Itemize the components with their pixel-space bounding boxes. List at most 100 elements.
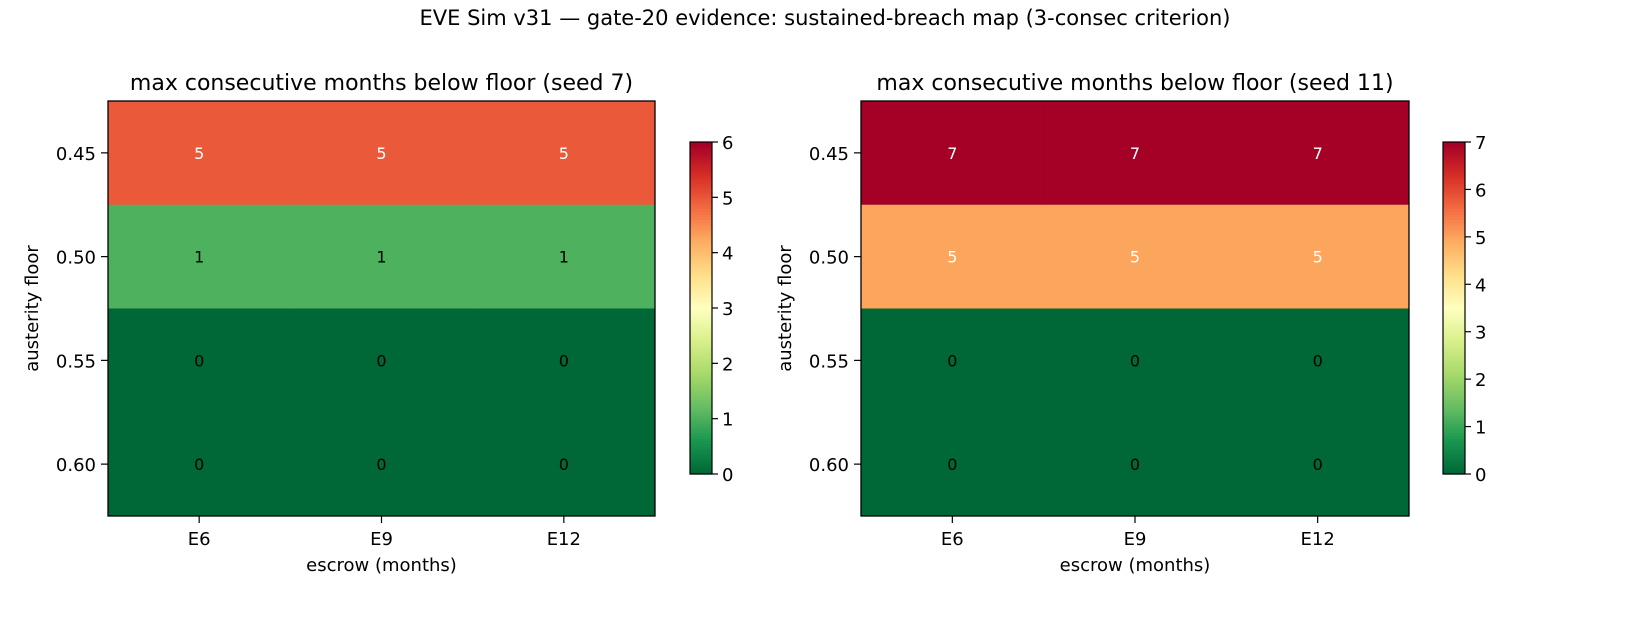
- colorbar-segment: [1443, 249, 1465, 254]
- colorbar-segment: [690, 410, 712, 414]
- colorbar-segment: [690, 313, 712, 317]
- x-tick-label: E6: [941, 529, 964, 550]
- colorbar-tick-label: 4: [1475, 275, 1486, 296]
- colorbar-segment: [690, 252, 712, 257]
- heatmap-panel-2: 7 7 7 5 5 5 0 0 0 0 0 0 E6 E9 E12 0.45 0.50 0.55 0.60 max c…: [775, 71, 1486, 576]
- colorbar-segment: [690, 164, 712, 168]
- colorbar-segment: [1443, 468, 1465, 472]
- colorbar-segment: [690, 294, 712, 298]
- colorbar-segment: [690, 269, 712, 273]
- colorbar-segment: [1443, 363, 1465, 367]
- colorbar-segment: [690, 296, 712, 301]
- heatmap-cell: [1043, 204, 1227, 309]
- colorbar-segment: [1443, 471, 1465, 475]
- cell-value-label: 1: [559, 248, 569, 267]
- colorbar-tick-label: 6: [722, 133, 733, 154]
- colorbar-segment: [690, 216, 712, 221]
- colorbar-segment: [690, 244, 712, 248]
- y-tick-label: 0.55: [809, 351, 849, 372]
- colorbar-segment: [1443, 191, 1465, 196]
- colorbar-segment: [1443, 313, 1465, 317]
- colorbar-segment: [1443, 402, 1465, 406]
- colorbar-segment: [1443, 424, 1465, 428]
- colorbar-segment: [690, 302, 712, 306]
- colorbar-segment: [690, 426, 712, 431]
- colorbar-segment: [1443, 413, 1465, 417]
- colorbar-segment: [1443, 166, 1465, 171]
- colorbar-segment: [690, 194, 712, 198]
- colorbar-segment: [1443, 241, 1465, 245]
- colorbar-segment: [690, 418, 712, 423]
- colorbar-segment: [1443, 438, 1465, 442]
- colorbar-tick-label: 1: [1475, 418, 1486, 439]
- colorbar-segment: [690, 283, 712, 287]
- colorbar-segment: [690, 186, 712, 190]
- colorbar-segment: [1443, 150, 1465, 154]
- colorbar-segment: [1443, 382, 1465, 387]
- cell-value-label: 7: [947, 144, 957, 163]
- cell-value-label: 7: [1313, 144, 1323, 163]
- colorbar-segment: [690, 238, 712, 243]
- cell-value-label: 5: [1313, 248, 1323, 267]
- colorbar-segment: [1443, 177, 1465, 182]
- colorbar-segment: [1443, 233, 1465, 237]
- colorbar-segment: [690, 357, 712, 362]
- colorbar-segment: [690, 272, 712, 276]
- heatmap-cell: [290, 204, 474, 309]
- colorbar-segment: [690, 332, 712, 337]
- colorbar-segment: [1443, 294, 1465, 298]
- colorbar-segment: [690, 388, 712, 392]
- colorbar-segment: [690, 462, 712, 467]
- colorbar-segment: [690, 457, 712, 461]
- colorbar-segment: [690, 465, 712, 470]
- colorbar-segment: [1443, 142, 1465, 146]
- colorbar-segment: [1443, 407, 1465, 411]
- heatmap-cell: [108, 412, 291, 517]
- colorbar-segment: [690, 147, 712, 151]
- colorbar-segment: [690, 200, 712, 204]
- colorbar-segment: [690, 227, 712, 232]
- colorbar-segment: [690, 291, 712, 295]
- colorbar-segment: [690, 432, 712, 436]
- colorbar-segment: [1443, 377, 1465, 381]
- colorbar-segment: [1443, 319, 1465, 323]
- colorbar-segment: [1443, 330, 1465, 334]
- heatmap-cell: [861, 101, 1045, 206]
- colorbar-segment: [1443, 435, 1465, 439]
- colorbar-segment: [1443, 399, 1465, 403]
- colorbar-segment: [690, 177, 712, 182]
- colorbar-segment: [690, 360, 712, 364]
- colorbar-segment: [1443, 280, 1465, 284]
- colorbar-segment: [690, 172, 712, 176]
- colorbar-tick-label: 3: [1475, 323, 1486, 344]
- colorbar-segment: [1443, 205, 1465, 209]
- y-tick-label: 0.45: [56, 144, 96, 165]
- colorbar-segment: [690, 197, 712, 201]
- cell-value-label: 0: [1313, 351, 1323, 370]
- colorbar-segment: [690, 247, 712, 251]
- colorbar-segment: [1443, 266, 1465, 270]
- colorbar-segment: [690, 377, 712, 381]
- colorbar-segment: [1443, 272, 1465, 276]
- colorbar-segment: [690, 205, 712, 209]
- heatmap-cell: [1043, 101, 1227, 206]
- colorbar-segment: [690, 404, 712, 409]
- colorbar-segment: [1443, 175, 1465, 179]
- cell-value-label: 1: [194, 248, 204, 267]
- colorbar-segment: [690, 230, 712, 234]
- colorbar-segment: [690, 321, 712, 326]
- cell-value-label: 0: [194, 455, 204, 474]
- colorbar-segment: [1443, 153, 1465, 157]
- colorbar-segment: [690, 166, 712, 171]
- colorbar-segment: [1443, 274, 1465, 279]
- colorbar-segment: [690, 382, 712, 387]
- colorbar-segment: [1443, 202, 1465, 207]
- heatmap-cell: [861, 204, 1045, 309]
- x-tick-label: E6: [188, 529, 211, 550]
- colorbar-segment: [690, 341, 712, 345]
- colorbar-segment: [690, 183, 712, 187]
- colorbar-segment: [1443, 415, 1465, 420]
- colorbar-segment: [1443, 465, 1465, 470]
- colorbar-segment: [690, 233, 712, 237]
- colorbar-segment: [1443, 291, 1465, 295]
